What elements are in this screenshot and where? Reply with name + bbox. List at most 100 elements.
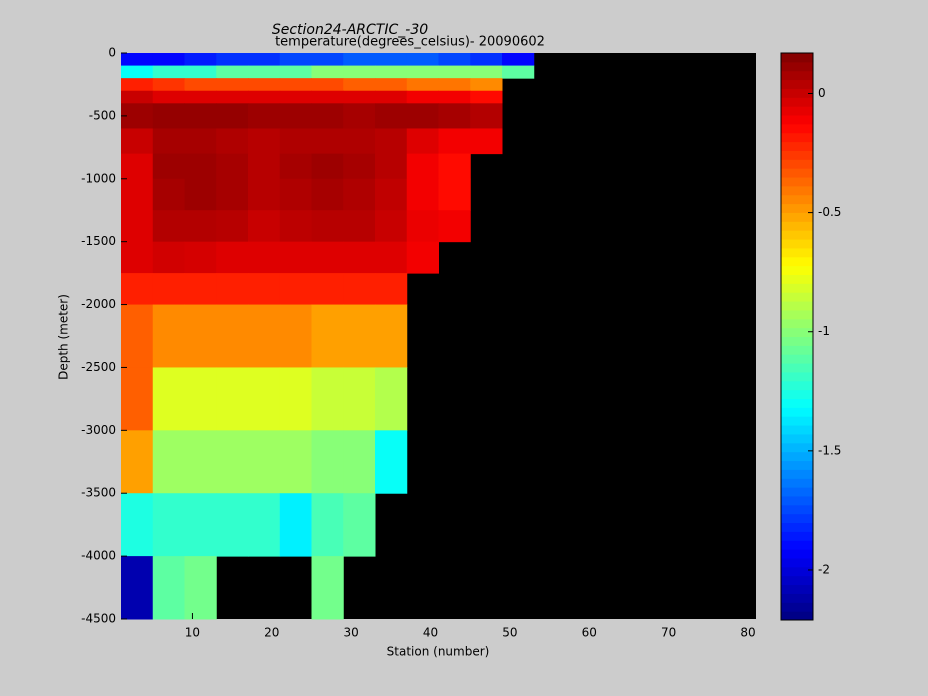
heatmap-cell: [184, 367, 217, 431]
heatmap-cell: [279, 103, 312, 129]
colorbar-swatch: [781, 433, 813, 444]
heatmap-cell: [438, 90, 471, 104]
colorbar-swatch: [781, 309, 813, 320]
heatmap-cell: [184, 556, 217, 620]
y-tick-label: -4500: [81, 612, 116, 626]
heatmap-cell: [216, 430, 249, 494]
heatmap-cell: [343, 367, 376, 431]
x-tick-label: 40: [423, 626, 438, 640]
heatmap-cell: [184, 53, 217, 67]
y-tick-label: -3500: [81, 486, 116, 500]
heatmap-cell: [216, 493, 249, 557]
heatmap-cell: [375, 210, 408, 243]
heatmap-cell: [438, 65, 471, 79]
heatmap-cell: [121, 304, 154, 368]
heatmap-cell: [279, 273, 312, 306]
heatmap-cell: [279, 241, 312, 274]
colorbar-swatch: [781, 61, 813, 72]
heatmap-cell: [216, 273, 249, 306]
colorbar-swatch: [781, 221, 813, 231]
heatmap-cell: [311, 103, 344, 129]
heatmap-cell: [216, 78, 249, 92]
y-tick-label: -4000: [81, 549, 116, 563]
colorbar-swatch: [781, 159, 813, 169]
heatmap-cell: [184, 430, 217, 494]
heatmap-cell: [184, 304, 217, 368]
heatmap-cell: [311, 241, 344, 274]
heatmap-cell: [375, 90, 408, 104]
heatmap-cell: [375, 53, 408, 67]
heatmap-cell: [152, 430, 185, 494]
heatmap-cell: [248, 273, 281, 306]
colorbar-swatch: [781, 283, 813, 293]
colorbar-swatch: [781, 70, 813, 81]
heatmap-cell: [406, 178, 439, 211]
heatmap-cell: [216, 178, 249, 211]
heatmap-cell: [248, 128, 281, 155]
colorbar-swatch: [781, 451, 813, 462]
heatmap-cell: [216, 53, 249, 67]
colorbar-swatch: [781, 132, 813, 143]
heatmap-cell: [470, 53, 503, 67]
heatmap-cell: [121, 65, 154, 79]
heatmap-cell: [311, 430, 344, 494]
heatmap-cell: [311, 53, 344, 67]
heatmap-cell: [279, 367, 312, 431]
heatmap-cell: [311, 367, 344, 431]
heatmap-cell: [502, 53, 535, 67]
heatmap-cell: [152, 128, 185, 155]
colorbar-tick-label: -1: [818, 324, 830, 338]
colorbar-swatch: [781, 407, 813, 417]
heatmap-cell: [152, 304, 185, 368]
colorbar-swatch: [781, 575, 813, 586]
heatmap-cell: [470, 128, 503, 155]
colorbar-swatch: [781, 212, 813, 222]
heatmap-cell: [279, 128, 312, 155]
colorbar-swatch: [781, 247, 813, 258]
colorbar-swatch: [781, 265, 813, 275]
chart-subtitle: temperature(degrees_celsius)- 20090602: [275, 35, 545, 50]
heatmap-cell: [121, 556, 154, 620]
x-tick-label: 80: [740, 626, 755, 640]
colorbar-swatch: [781, 97, 813, 107]
colorbar-swatch: [781, 504, 813, 515]
heatmap-cell: [279, 304, 312, 368]
heatmap-cell: [152, 367, 185, 431]
heatmap-cell: [152, 273, 185, 306]
y-tick-label: -3000: [81, 423, 116, 437]
heatmap-cell: [470, 103, 503, 129]
heatmap-cell: [184, 241, 217, 274]
heatmap-cell: [343, 241, 376, 274]
heatmap-cell: [375, 304, 408, 368]
colorbar-swatch: [781, 584, 813, 594]
heatmap-cell: [343, 493, 376, 557]
y-tick-label: 0: [108, 46, 116, 60]
colorbar-swatch: [781, 194, 813, 205]
x-tick-label: 50: [502, 626, 517, 640]
heatmap-cell: [121, 128, 154, 155]
heatmap-cell: [438, 53, 471, 67]
colorbar-swatch: [781, 115, 813, 125]
heatmap-cell: [216, 241, 249, 274]
colorbar-swatch: [781, 203, 813, 213]
colorbar-swatch: [781, 239, 813, 249]
x-tick-label: 70: [661, 626, 676, 640]
heatmap-cell: [121, 178, 154, 211]
colorbar-swatch: [781, 363, 813, 373]
heatmap-cell: [311, 493, 344, 557]
heatmap-cell: [184, 178, 217, 211]
heatmap-cell: [438, 178, 471, 211]
heatmap-cell: [438, 128, 471, 155]
heatmap-cell: [406, 103, 439, 129]
heatmap-cell: [216, 304, 249, 368]
x-tick-label: 60: [582, 626, 597, 640]
heatmap-cell: [248, 53, 281, 67]
colorbar-swatch: [781, 602, 813, 612]
heatmap-cell: [279, 53, 312, 67]
heatmap-cell: [121, 241, 154, 274]
heatmap-cell: [184, 273, 217, 306]
heatmap-cell: [343, 53, 376, 67]
heatmap-cell: [406, 210, 439, 243]
